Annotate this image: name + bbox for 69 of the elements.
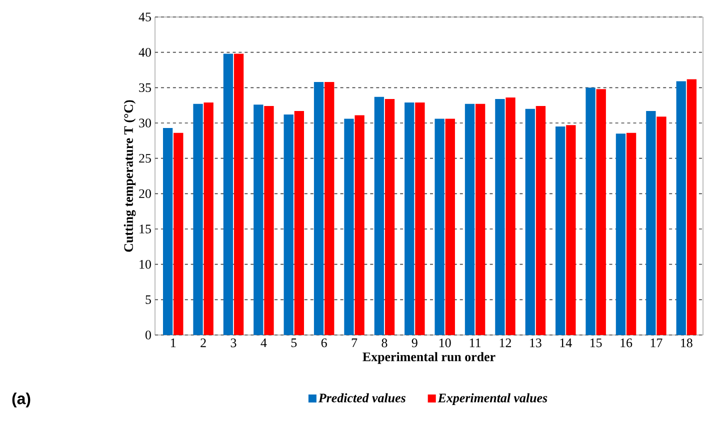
x-tick-label: 12: [500, 338, 512, 348]
y-tick-label: 20: [139, 189, 151, 198]
bar: [193, 104, 203, 335]
y-tick-label: 30: [139, 118, 151, 128]
y-tick-label: 0: [146, 330, 151, 340]
bar: [626, 132, 636, 335]
bar: [506, 98, 516, 335]
bar: [254, 104, 264, 335]
bar: [415, 102, 425, 335]
x-tick-label: 2: [200, 338, 206, 348]
bar: [354, 115, 364, 335]
y-axis-title: Cutting temperature T (°C): [124, 100, 136, 252]
bar: [656, 116, 666, 335]
bar: [234, 54, 244, 335]
bar: [223, 54, 234, 335]
bar: [174, 132, 184, 335]
x-tick-label: 9: [412, 338, 418, 348]
bar: [616, 134, 626, 335]
bar: [434, 118, 444, 335]
x-tick-label: 15: [590, 338, 602, 348]
x-tick-label: 11: [470, 338, 481, 348]
x-tick-label: 17: [650, 338, 662, 348]
text: (a): [12, 392, 30, 408]
bar: [596, 89, 606, 335]
bar: [536, 106, 546, 335]
x-tick-label: 10: [440, 338, 451, 348]
bar: [284, 114, 294, 335]
x-axis-title: Experimental run order: [362, 352, 496, 364]
bar: [314, 82, 324, 335]
y-tick-label: 40: [138, 48, 151, 57]
y-tick-label: 35: [139, 83, 151, 92]
bar: [476, 104, 486, 335]
bar: [163, 128, 173, 335]
x-tick-label: 13: [530, 338, 542, 348]
bar: [686, 79, 697, 335]
bar: [294, 110, 304, 335]
y-tick-label: 15: [140, 224, 151, 234]
x-tick-label: 4: [260, 338, 267, 348]
bar: [646, 110, 656, 335]
bar: [324, 82, 334, 335]
bar: [464, 104, 475, 335]
x-tick-label: 16: [620, 338, 632, 348]
bar: [204, 102, 214, 335]
x-tick-label: 6: [321, 338, 327, 348]
bar: [445, 118, 455, 335]
bar: [495, 98, 505, 335]
x-tick-label: 1: [171, 338, 176, 348]
legend-label: Experimental values: [438, 393, 548, 405]
x-tick-label: 18: [681, 338, 692, 348]
bar: [344, 118, 354, 335]
bar: [264, 106, 274, 335]
bar: [586, 88, 596, 335]
x-tick-label: 7: [352, 338, 358, 347]
x-tick-label: 3: [230, 338, 236, 348]
bar: [525, 108, 535, 335]
y-tick-label: 10: [140, 260, 151, 269]
x-tick-label: 5: [291, 338, 297, 348]
bar: [676, 81, 686, 335]
bar: [566, 125, 576, 335]
y-tick-label: 25: [139, 154, 151, 163]
y-tick-label: 5: [146, 295, 151, 304]
x-tick-label: 8: [382, 338, 388, 348]
y-tick-label: 45: [138, 12, 151, 22]
bar: [384, 98, 395, 335]
bar: [404, 102, 414, 335]
x-tick-label: 14: [560, 338, 572, 348]
legend-label: Predicted values: [318, 393, 406, 402]
bar: [556, 126, 566, 335]
bar: [374, 96, 384, 335]
